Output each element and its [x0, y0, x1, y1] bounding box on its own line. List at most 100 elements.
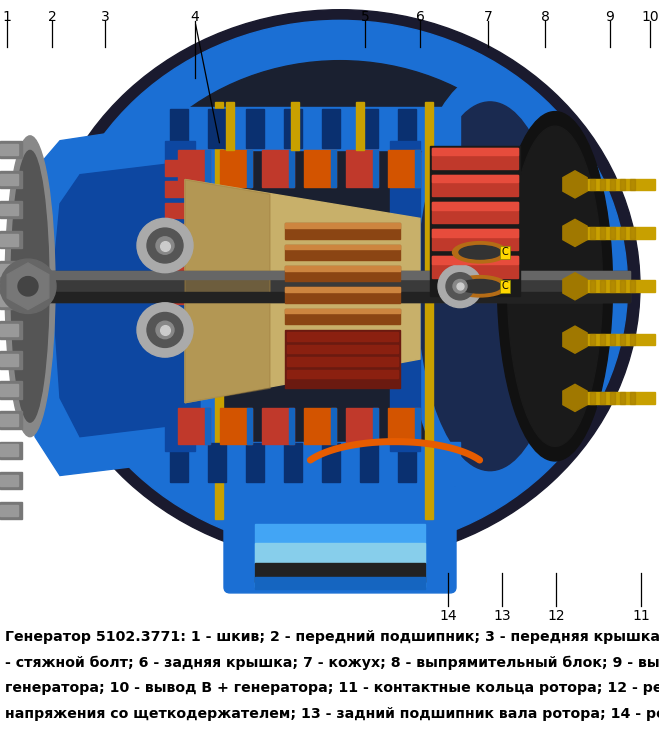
Bar — [432, 257, 518, 278]
Bar — [165, 224, 205, 240]
Bar — [0, 384, 18, 396]
Bar — [0, 442, 22, 459]
Bar — [322, 109, 340, 148]
Bar — [580, 179, 585, 190]
Bar — [0, 415, 18, 426]
Bar — [432, 148, 518, 155]
Bar — [165, 182, 205, 197]
Bar — [165, 245, 205, 261]
Text: 1: 1 — [3, 10, 11, 24]
Bar — [432, 175, 518, 196]
Bar — [432, 148, 518, 169]
Bar — [600, 179, 605, 190]
Circle shape — [137, 218, 193, 273]
Bar — [285, 266, 400, 270]
Bar — [565, 227, 655, 239]
Bar — [0, 173, 18, 185]
Bar — [565, 281, 655, 292]
Bar — [165, 267, 205, 282]
Bar — [373, 408, 378, 445]
Bar — [0, 505, 18, 516]
Bar — [165, 442, 460, 485]
Bar — [610, 179, 615, 190]
Bar — [285, 223, 400, 239]
Text: 12: 12 — [547, 609, 565, 623]
Ellipse shape — [453, 242, 507, 263]
Bar — [289, 408, 294, 445]
Text: напряжения со щеткодержателем; 13 - задний подшипник вала ротора; 14 - ротор: напряжения со щеткодержателем; 13 - задн… — [5, 707, 659, 721]
Bar — [255, 543, 425, 563]
Bar — [565, 179, 655, 190]
Bar — [287, 332, 398, 340]
Bar — [255, 563, 425, 582]
Circle shape — [147, 312, 183, 348]
Bar — [255, 524, 425, 587]
Bar — [285, 245, 400, 260]
Bar — [287, 357, 398, 366]
Bar — [246, 109, 264, 148]
Circle shape — [453, 279, 467, 293]
Polygon shape — [185, 179, 420, 403]
Bar — [0, 381, 22, 399]
Bar — [30, 292, 630, 302]
Bar — [0, 354, 18, 366]
Bar — [590, 334, 595, 345]
Bar — [580, 392, 585, 404]
Circle shape — [156, 237, 174, 254]
Bar — [590, 281, 595, 292]
Bar — [0, 143, 18, 155]
Bar — [304, 408, 336, 445]
Bar — [0, 140, 22, 158]
Bar — [600, 281, 605, 292]
Bar — [630, 227, 635, 239]
Bar — [630, 392, 635, 404]
Ellipse shape — [5, 136, 55, 437]
Bar — [432, 175, 518, 182]
Bar — [0, 294, 18, 306]
Bar — [0, 445, 18, 456]
Bar — [630, 281, 635, 292]
Bar — [246, 443, 264, 482]
Bar — [285, 266, 400, 282]
Bar — [262, 408, 294, 445]
Bar — [322, 443, 340, 482]
Bar — [30, 270, 630, 279]
Bar — [360, 109, 378, 148]
Bar — [0, 264, 18, 276]
Bar — [0, 261, 22, 279]
Text: 14: 14 — [439, 609, 457, 623]
Bar — [205, 151, 210, 187]
Bar — [565, 334, 655, 345]
Bar — [0, 412, 22, 429]
Bar — [346, 408, 378, 445]
Bar — [432, 202, 518, 223]
Bar — [425, 102, 433, 519]
Bar — [590, 392, 595, 404]
Bar — [285, 309, 400, 324]
Bar — [580, 334, 585, 345]
Ellipse shape — [459, 245, 501, 259]
Circle shape — [438, 265, 482, 308]
Bar — [0, 475, 18, 486]
Bar — [590, 227, 595, 239]
Bar — [0, 351, 22, 369]
Bar — [630, 334, 635, 345]
Bar — [630, 179, 635, 190]
Bar — [262, 151, 294, 187]
Polygon shape — [185, 179, 270, 403]
Bar — [170, 109, 188, 148]
Bar — [398, 443, 416, 482]
Bar — [165, 160, 205, 176]
Bar — [620, 334, 625, 345]
Bar — [0, 231, 22, 248]
Bar — [284, 443, 302, 482]
Bar — [620, 179, 625, 190]
Bar — [388, 151, 420, 187]
Bar — [620, 281, 625, 292]
Bar — [415, 408, 420, 445]
Bar — [600, 227, 605, 239]
Text: 11: 11 — [632, 609, 650, 623]
Bar — [0, 171, 22, 188]
Bar — [285, 245, 400, 249]
Bar — [610, 334, 615, 345]
